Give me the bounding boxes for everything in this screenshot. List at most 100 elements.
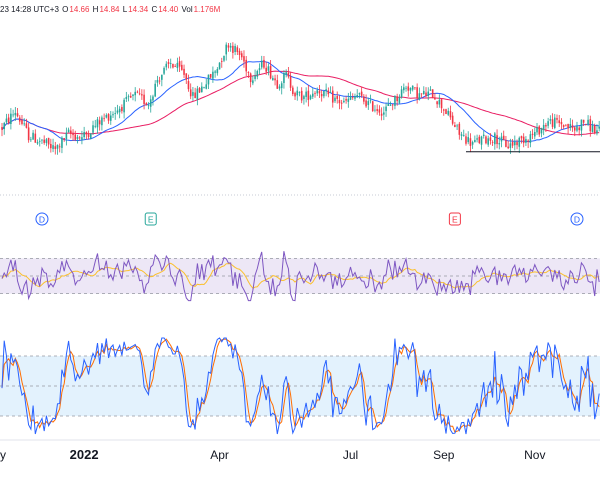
candle-body [531,133,534,135]
candle [567,123,569,134]
candle-body [427,91,430,96]
candle-body [440,99,443,109]
candle-body [207,74,210,85]
earnings-marker[interactable]: E [144,212,157,226]
candle [596,124,598,136]
candle [70,126,72,139]
candle [214,69,216,78]
stochastic-pane[interactable] [0,337,600,435]
candle-body [27,127,30,141]
candle-body [34,133,37,143]
candle-body [418,93,421,100]
candle [276,74,279,89]
candle-body [101,117,103,126]
candle-body [354,96,356,99]
candle [252,75,254,86]
candle-body [591,125,594,132]
candle-body [383,112,385,115]
candle-body [549,119,552,121]
candle [325,83,327,97]
candle [438,94,441,108]
legend-high-value: 14.84 [99,5,120,14]
candle [45,138,48,147]
legend-low-value: 14.34 [128,5,149,14]
candle [349,91,352,101]
candle [309,94,312,101]
candle-body [136,91,139,93]
candle [518,136,521,154]
candle-body [165,63,168,68]
legend-low-label: L [122,5,128,14]
candle [305,87,307,103]
candle-body [260,60,263,68]
candle [569,118,572,131]
candle-body [245,59,247,72]
candle-body [16,113,19,117]
candle [236,45,239,56]
candle [442,108,445,116]
candle [320,89,323,102]
dividend-marker[interactable]: D [35,212,49,226]
candle-body [58,146,61,148]
candle-body [287,72,290,77]
candle-body [518,137,521,147]
candle-body [129,95,132,98]
time-axis[interactable]: y 2022 Apr Jul Sep Nov [0,439,600,462]
candle-body [98,120,101,125]
candle-body [547,121,549,126]
candle [145,102,148,106]
candle-body [514,141,516,146]
candle-body [152,96,154,101]
candle-body [21,119,23,124]
candle [471,140,474,149]
candle-body [589,119,592,132]
candle-body [576,126,578,131]
candle-body [272,77,274,81]
candle [78,135,81,141]
candle [225,42,228,61]
dividend-marker[interactable]: D [570,212,584,226]
candle [10,108,12,130]
candle [451,112,454,126]
candle-body [203,87,205,89]
legend-open-label: O [62,5,69,14]
candle [267,63,270,76]
candle [416,83,418,104]
candle [542,119,545,136]
candle [5,113,8,125]
candle-body [285,72,287,75]
candle [50,138,52,153]
candle [560,118,563,130]
candle [540,127,543,138]
candle-body [283,73,285,84]
candle [109,110,112,125]
candle-body [163,67,165,74]
candle-body [252,80,254,84]
candle-body [243,56,245,62]
candle-body [109,115,112,121]
price-pane[interactable] [0,42,600,196]
candle [87,130,90,140]
candle-body [534,132,536,137]
candle [338,95,341,110]
candle-body [294,92,296,97]
candle [474,135,476,143]
rsi-pane[interactable] [0,251,600,302]
candle [21,114,23,126]
candle-body [30,139,32,141]
candle-body [236,47,239,52]
candle [154,80,156,98]
earnings-marker[interactable]: E [448,212,461,226]
candle-body [476,138,478,140]
candle [578,126,580,136]
candle-body [423,90,425,95]
candle [240,50,243,61]
candle [489,133,492,145]
candle-body [154,83,156,97]
candle-body [480,136,483,145]
candle-body [107,114,110,121]
candle [63,137,65,142]
candle-body [356,95,358,98]
candle [74,130,77,142]
